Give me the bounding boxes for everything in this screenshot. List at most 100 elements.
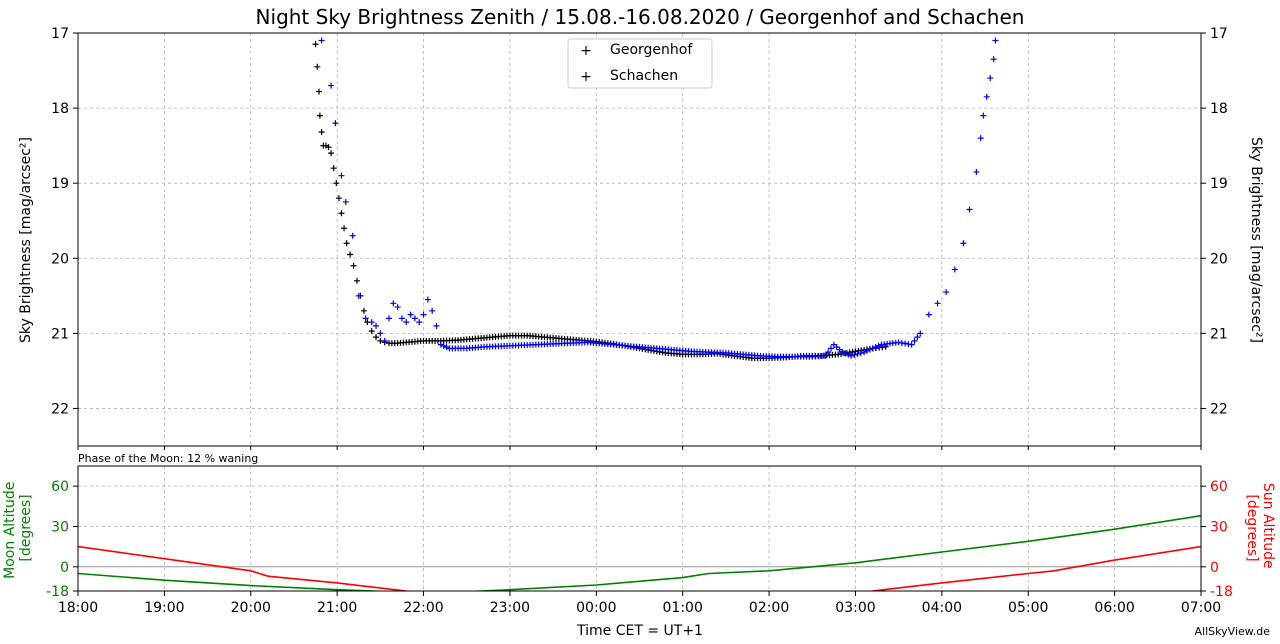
x-tick-label: 20:00 (231, 600, 271, 616)
data-point (437, 341, 444, 348)
data-point (869, 345, 876, 352)
data-point (854, 351, 861, 358)
altitude-panel: Phase of the Moon: 12 % waning -18 -180 03… (2, 452, 1276, 639)
data-point (861, 349, 868, 356)
sun-altitude-label: Sun Altitude [degrees] (1244, 483, 1276, 573)
x-tick-label: 01:00 (663, 600, 703, 616)
data-point (917, 330, 924, 337)
sun-altitude-label-line2: [degrees] (1244, 494, 1260, 561)
y-tick-label-right: 17 (1210, 26, 1228, 42)
x-tick-label: 06:00 (1094, 600, 1134, 616)
data-point (943, 289, 950, 296)
moon-tick-label: 0 (60, 560, 69, 576)
data-point (341, 225, 348, 232)
x-tick-label: 23:00 (490, 600, 530, 616)
moon-tick-label: 30 (51, 519, 69, 535)
data-point (842, 350, 849, 357)
x-axis-label: Time CET = UT+1 (576, 623, 703, 639)
data-point (420, 311, 427, 318)
y-axis-label-left: Sky Brightness [mag/arcsec²] (18, 137, 34, 343)
data-point (354, 277, 361, 284)
data-point (863, 347, 870, 354)
data-point (318, 37, 325, 44)
data-point (440, 342, 447, 349)
data-point (908, 341, 915, 348)
data-point (333, 180, 340, 187)
data-point (872, 344, 879, 351)
moon-altitude-line (78, 514, 1201, 591)
data-point (398, 315, 405, 322)
data-point (973, 168, 980, 175)
data-point (355, 292, 362, 299)
data-point (825, 349, 832, 356)
legend-label-schachen: Schachen (610, 68, 678, 84)
data-point (992, 37, 999, 44)
data-point (827, 345, 834, 352)
data-point (381, 337, 388, 344)
legend-marker-georgenhof: + (580, 43, 592, 59)
data-point (394, 304, 401, 311)
sun-tick-label: -18 (1210, 584, 1233, 600)
data-point (316, 112, 323, 119)
data-point (330, 165, 337, 172)
data-point (316, 88, 323, 95)
data-point (857, 350, 864, 357)
data-point (368, 328, 375, 335)
data-point (373, 334, 380, 341)
x-tick-label: 02:00 (749, 600, 789, 616)
brightness-panel: 17 17 18 18 19 19 20 20 21 21 22 22 Sky Brightness … (18, 26, 1264, 450)
y-axis-label-right: Sky Brightness [mag/arcsec²] (1248, 137, 1264, 343)
data-point (990, 56, 997, 63)
y-tick-label-right: 18 (1210, 101, 1228, 117)
series-schachen (318, 37, 999, 360)
data-point (822, 352, 829, 359)
moon-altitude-label-line1: Moon Altitude (2, 482, 18, 579)
data-point (328, 82, 335, 89)
x-tick-label: 18:00 (58, 600, 98, 616)
y-tick-label-left: 20 (51, 251, 69, 267)
sun-altitude-label-line1: Sun Altitude (1260, 483, 1276, 569)
data-point (350, 262, 357, 269)
sun-tick-label: 30 (1210, 519, 1228, 535)
y-tick-label-left: 22 (51, 401, 69, 417)
data-point (338, 172, 345, 179)
data-point (407, 311, 414, 318)
data-point (875, 342, 882, 349)
x-tick-label: 07:00 (1181, 600, 1221, 616)
data-point (911, 337, 918, 344)
data-point (925, 311, 932, 318)
data-point (960, 240, 967, 247)
data-point (385, 315, 392, 322)
data-point (983, 93, 990, 100)
x-tick-label: 03:00 (835, 600, 875, 616)
data-point (325, 144, 332, 151)
data-point (318, 129, 325, 136)
sun-tick-label: 60 (1210, 479, 1228, 495)
data-point (360, 307, 367, 314)
data-point (433, 322, 440, 329)
data-point (966, 206, 973, 213)
data-point (373, 322, 380, 329)
data-point (332, 120, 339, 127)
data-point (368, 319, 375, 326)
legend: + Georgenhof + Schachen (567, 38, 713, 89)
series-georgenhof (312, 41, 889, 362)
x-tick-label: 19:00 (144, 600, 184, 616)
legend-box (567, 38, 713, 89)
y-tick-label-right: 19 (1210, 176, 1228, 192)
data-point (403, 319, 410, 326)
data-point (845, 351, 852, 358)
altitude-frame (77, 465, 1202, 592)
moon-altitude-label-line2: [degrees] (18, 494, 34, 561)
x-tick-label: 22:00 (403, 600, 443, 616)
x-tick-label: 00:00 (576, 600, 616, 616)
data-point (328, 150, 335, 157)
data-point (424, 296, 431, 303)
x-tick-label: 04:00 (922, 600, 962, 616)
y-tick-label-left: 17 (51, 26, 69, 42)
data-point (914, 334, 921, 341)
data-point (377, 330, 384, 337)
credit-text: AllSkyView.de (1195, 625, 1271, 638)
data-point (851, 351, 858, 358)
data-point (335, 195, 342, 202)
